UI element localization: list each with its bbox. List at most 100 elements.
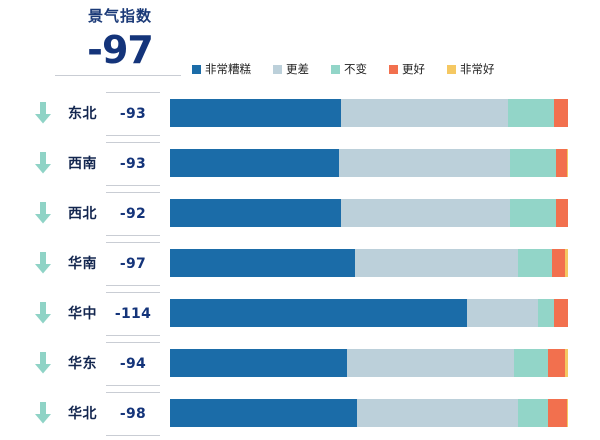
bar-segment[interactable] <box>548 349 566 377</box>
stacked-bar-wrapper <box>170 399 568 427</box>
bar-segment[interactable] <box>567 149 568 177</box>
stacked-bar-wrapper <box>170 349 568 377</box>
row-label-group: 华中 -114 <box>0 288 170 338</box>
region-name: 西北 <box>68 206 97 222</box>
bar-segment[interactable] <box>341 99 509 127</box>
legend-item[interactable]: 更差 <box>273 61 309 77</box>
region-index-value: -93 <box>119 106 147 122</box>
region-index-box: -93 <box>106 92 160 136</box>
bar-segment[interactable] <box>466 299 539 327</box>
chart-row: 华中 -114 <box>0 288 600 338</box>
chart-row: 华东 -94 <box>0 338 600 388</box>
stacked-bar-wrapper <box>170 299 568 327</box>
legend-swatch-icon <box>273 64 282 74</box>
legend-swatch-icon <box>447 64 456 74</box>
region-index-box: -93 <box>106 142 160 186</box>
bar-segment[interactable] <box>548 399 568 427</box>
arrow-down-icon <box>35 102 51 124</box>
chart-row: 东北 -93 <box>0 88 600 138</box>
row-label-group: 华北 -98 <box>0 388 170 438</box>
region-index-box: -98 <box>106 392 160 436</box>
bar-segment[interactable] <box>341 199 511 227</box>
bar-segment[interactable] <box>567 399 568 427</box>
arrow-down-icon <box>35 302 51 324</box>
stacked-bar[interactable] <box>170 399 568 427</box>
legend-label: 不变 <box>344 62 367 76</box>
legend-label: 非常糟糕 <box>205 62 251 76</box>
stacked-bar[interactable] <box>170 299 568 327</box>
bar-segment[interactable] <box>514 349 549 377</box>
stacked-bar[interactable] <box>170 199 568 227</box>
stacked-bar-wrapper <box>170 199 568 227</box>
bar-segment[interactable] <box>554 299 568 327</box>
arrow-down-icon <box>35 402 51 424</box>
region-name: 华东 <box>68 356 97 372</box>
region-name: 华南 <box>68 256 97 272</box>
stacked-bar[interactable] <box>170 99 568 127</box>
bar-segment[interactable] <box>552 249 565 277</box>
bar-segment[interactable] <box>347 349 515 377</box>
legend-item[interactable]: 不变 <box>331 61 367 77</box>
stacked-bar[interactable] <box>170 349 568 377</box>
region-index-value: -98 <box>119 406 147 422</box>
row-label-group: 华东 -94 <box>0 338 170 388</box>
row-label-group: 西南 -93 <box>0 138 170 188</box>
region-index-value: -92 <box>119 206 147 222</box>
chart-row: 华北 -98 <box>0 388 600 438</box>
region-index-value: -94 <box>119 356 147 372</box>
stacked-bar[interactable] <box>170 149 568 177</box>
chart-rows: 东北 -93 西南 -93 西北 -92 华南 -97 华中 -114 华东 -94 华北 -98 <box>0 88 600 438</box>
bar-segment[interactable] <box>510 149 557 177</box>
region-index-box: -114 <box>106 292 160 336</box>
stacked-bar[interactable] <box>170 249 568 277</box>
region-index-box: -94 <box>106 342 160 386</box>
legend-item[interactable]: 非常好 <box>447 61 495 77</box>
bar-segment[interactable] <box>538 299 555 327</box>
bar-segment[interactable] <box>518 399 549 427</box>
index-header: 景气指数 -97 <box>55 6 185 76</box>
legend-item[interactable]: 更好 <box>389 61 425 77</box>
region-index-value: -114 <box>114 306 152 322</box>
bar-segment[interactable] <box>170 399 358 427</box>
region-index-box: -92 <box>106 192 160 236</box>
stacked-bar-wrapper <box>170 249 568 277</box>
bar-segment[interactable] <box>170 149 340 177</box>
stacked-bar-wrapper <box>170 149 568 177</box>
chart-row: 西南 -93 <box>0 138 600 188</box>
stacked-bar-wrapper <box>170 99 568 127</box>
legend-label: 更差 <box>286 62 309 76</box>
bar-segment[interactable] <box>170 199 342 227</box>
bar-segment[interactable] <box>510 199 557 227</box>
region-name: 西南 <box>68 156 97 172</box>
bar-segment[interactable] <box>170 99 342 127</box>
bar-segment[interactable] <box>339 149 511 177</box>
bar-segment[interactable] <box>554 99 568 127</box>
region-index-value: -93 <box>119 156 147 172</box>
bar-segment[interactable] <box>518 249 553 277</box>
bar-segment[interactable] <box>170 299 467 327</box>
legend-swatch-icon <box>192 64 201 74</box>
row-label-group: 西北 -92 <box>0 188 170 238</box>
bar-segment[interactable] <box>556 199 568 227</box>
region-index-value: -97 <box>119 256 147 272</box>
bar-segment[interactable] <box>565 349 568 377</box>
legend-label: 非常好 <box>460 62 495 76</box>
region-name: 华北 <box>68 406 97 422</box>
legend-swatch-icon <box>389 64 398 74</box>
bar-segment[interactable] <box>508 99 555 127</box>
bar-segment[interactable] <box>355 249 519 277</box>
bar-segment[interactable] <box>170 349 348 377</box>
region-name: 东北 <box>68 106 97 122</box>
bar-segment[interactable] <box>170 249 356 277</box>
header-divider <box>55 75 181 76</box>
region-name: 华中 <box>68 306 97 322</box>
chart-legend: 非常糟糕 更差 不变 更好 非常好 <box>192 61 495 77</box>
bar-segment[interactable] <box>357 399 519 427</box>
index-value: -97 <box>87 28 154 72</box>
legend-item[interactable]: 非常糟糕 <box>192 61 251 77</box>
row-label-group: 东北 -93 <box>0 88 170 138</box>
bar-segment[interactable] <box>564 249 568 277</box>
chart-row: 华南 -97 <box>0 238 600 288</box>
bar-segment[interactable] <box>556 149 568 177</box>
